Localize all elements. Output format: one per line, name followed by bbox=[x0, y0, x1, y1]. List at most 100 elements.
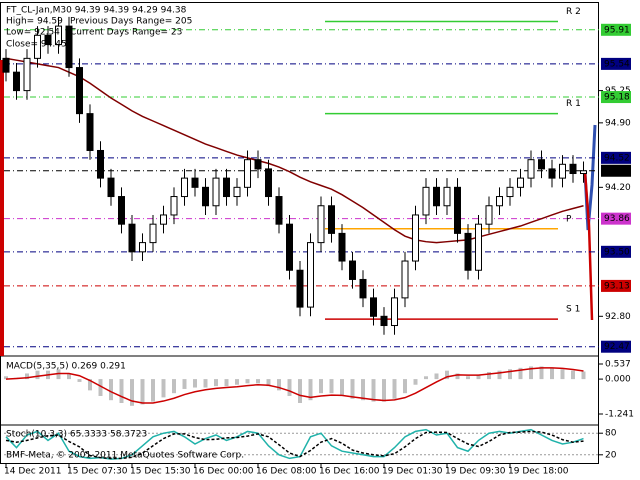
chart-title: FT_CL-Jan,M30 94.39 94.39 94.29 94.38 bbox=[6, 6, 187, 16]
macd-bar bbox=[466, 376, 470, 380]
candle-body bbox=[254, 159, 262, 170]
candle-body bbox=[433, 186, 440, 207]
level-marker bbox=[601, 57, 631, 70]
candle-body bbox=[181, 177, 188, 198]
y-tick-label: 92.80 bbox=[605, 312, 631, 322]
candle-body bbox=[170, 196, 178, 216]
copyright: BMF-Meta, © 2001-2011 MetaQuotes Softwar… bbox=[6, 451, 244, 461]
candle-body bbox=[538, 159, 545, 170]
candle-body bbox=[275, 196, 283, 225]
candle-body bbox=[76, 67, 83, 115]
candle-body bbox=[506, 186, 514, 198]
candle-body bbox=[97, 149, 104, 179]
level-marker bbox=[601, 340, 631, 353]
candle-body bbox=[380, 315, 388, 327]
macd-bar bbox=[550, 367, 554, 380]
macd-bar bbox=[560, 369, 565, 380]
stoch-line bbox=[5, 430, 584, 460]
candle-body bbox=[86, 113, 94, 151]
y-tick-label: 0.537 bbox=[605, 360, 631, 370]
level-label: 95.18 bbox=[604, 93, 630, 103]
candle-body bbox=[307, 242, 314, 308]
candle-body bbox=[233, 186, 241, 198]
candle-body bbox=[286, 223, 293, 271]
candle-body bbox=[422, 186, 430, 216]
macd-bar bbox=[392, 379, 397, 399]
level-label: 94.52 bbox=[604, 153, 630, 163]
candle-body bbox=[202, 186, 209, 207]
candle-body bbox=[464, 232, 472, 271]
candle-body bbox=[128, 223, 136, 253]
candle-body bbox=[139, 242, 146, 253]
macd-bar bbox=[256, 379, 260, 384]
indicator-title: Stoch(10,3,3) 65.3333 58.3723 bbox=[6, 430, 147, 440]
candle-body bbox=[55, 25, 62, 46]
candle-body bbox=[475, 223, 482, 271]
level-marker bbox=[601, 151, 631, 164]
candle-body bbox=[527, 159, 535, 179]
candle-body bbox=[13, 71, 20, 92]
candle-body bbox=[2, 57, 10, 73]
macd-bar bbox=[130, 379, 134, 406]
level-label: 93.50 bbox=[604, 247, 630, 257]
x-tick-label: 14 Dec 2011 bbox=[4, 467, 62, 477]
level-label: 95.91 bbox=[604, 25, 630, 35]
candle-body bbox=[160, 214, 167, 225]
x-tick-label: 15 Dec 15:30 bbox=[130, 467, 191, 477]
candle-body bbox=[107, 177, 115, 198]
macd-bar bbox=[529, 366, 533, 380]
macd-bar bbox=[539, 366, 544, 380]
macd-bar bbox=[424, 376, 428, 380]
forecast-arrow bbox=[583, 171, 594, 321]
pivot-label: P bbox=[566, 214, 572, 224]
stoch-line bbox=[5, 428, 584, 460]
macd-bar bbox=[35, 370, 40, 380]
candle-body bbox=[401, 260, 409, 299]
candle-body bbox=[548, 168, 556, 179]
macd-bar bbox=[581, 371, 586, 380]
y-tick-label: -1.241 bbox=[605, 410, 634, 420]
pivot-label: R 2 bbox=[566, 7, 581, 17]
candle-body bbox=[569, 163, 577, 175]
macd-bar bbox=[487, 372, 491, 380]
macd-bar bbox=[361, 379, 365, 401]
macd-bar bbox=[119, 379, 124, 404]
x-tick-label: 19 Dec 01:30 bbox=[382, 467, 443, 477]
pivot-label: S 1 bbox=[566, 305, 580, 315]
y-tick-label: 80 bbox=[605, 429, 617, 439]
candle-body bbox=[265, 168, 272, 198]
candle-body bbox=[34, 34, 41, 59]
macd-bar bbox=[434, 373, 439, 380]
y-tick-label: 0.000 bbox=[605, 375, 631, 385]
level-marker bbox=[601, 212, 631, 225]
plot-layer: R 2R 1PS 195.2594.9094.2092.8095.9195.54… bbox=[2, 6, 634, 477]
level-marker bbox=[601, 91, 631, 104]
macd-bar bbox=[508, 369, 512, 380]
macd-bar bbox=[140, 379, 145, 405]
candle-body bbox=[118, 196, 125, 225]
candle-body bbox=[149, 223, 157, 244]
macd-bar bbox=[109, 379, 113, 401]
candle-body bbox=[328, 205, 335, 234]
macd-bar bbox=[203, 379, 208, 388]
macd-bar bbox=[571, 370, 575, 380]
x-tick-label: 16 Dec 16:00 bbox=[319, 467, 380, 477]
candle-body bbox=[359, 278, 367, 299]
candle-body bbox=[296, 269, 304, 308]
candle-body bbox=[580, 170, 587, 175]
candle-body bbox=[65, 25, 73, 69]
macd-bar bbox=[245, 379, 250, 384]
candle-body bbox=[338, 232, 346, 262]
info-text: Close= 94.45 bbox=[6, 40, 67, 50]
macd-bar bbox=[182, 379, 187, 389]
candle-body bbox=[454, 186, 461, 234]
indicator-title: MACD(5,35,5) 0.269 0.291 bbox=[6, 362, 126, 372]
x-tick-label: 15 Dec 07:30 bbox=[67, 467, 128, 477]
macd-bar bbox=[518, 367, 523, 380]
candle-body bbox=[23, 57, 31, 92]
level-label: 93.13 bbox=[604, 281, 630, 291]
candle-body bbox=[317, 205, 325, 244]
macd-bar bbox=[382, 379, 386, 402]
macd-bar bbox=[98, 379, 103, 396]
